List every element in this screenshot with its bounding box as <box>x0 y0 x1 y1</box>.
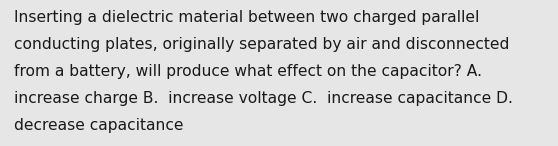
Text: Inserting a dielectric material between two charged parallel: Inserting a dielectric material between … <box>14 10 479 25</box>
Text: conducting plates, originally separated by air and disconnected: conducting plates, originally separated … <box>14 37 509 52</box>
Text: increase charge B.  increase voltage C.  increase capacitance D.: increase charge B. increase voltage C. i… <box>14 91 513 106</box>
Text: decrease capacitance: decrease capacitance <box>14 118 184 133</box>
Text: from a battery, will produce what effect on the capacitor? A.: from a battery, will produce what effect… <box>14 64 482 79</box>
